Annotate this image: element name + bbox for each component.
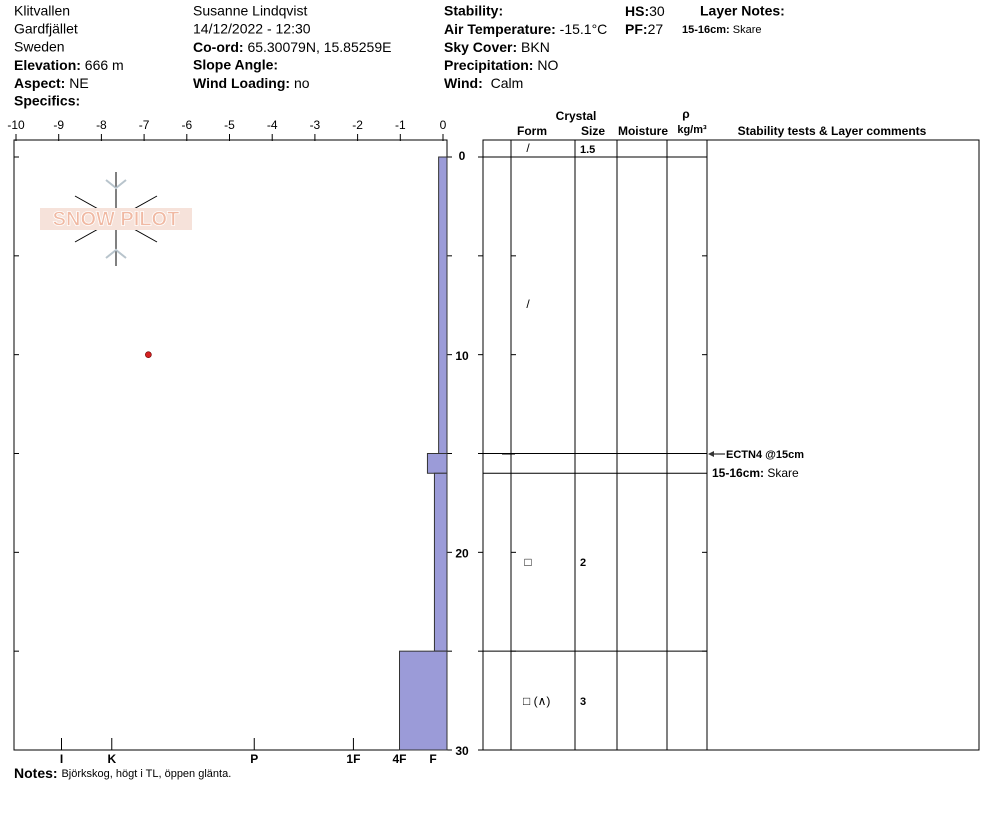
- crystal-form: □: [524, 555, 531, 569]
- datetime: 14/12/2022 - 12:30: [193, 21, 311, 37]
- y-tick-label: 0: [459, 149, 466, 163]
- y-tick-label: 20: [455, 547, 469, 561]
- hardness-bar: [399, 650, 448, 751]
- x-tick-label: -7: [139, 118, 150, 132]
- notes: Notes: Björkskog, högt i TL, öppen glänt…: [14, 765, 231, 781]
- crystal-form: /: [526, 141, 530, 155]
- hardness-label: K: [107, 752, 116, 766]
- elevation: Elevation: 666 m: [14, 57, 124, 73]
- x-tick-label: -10: [7, 118, 25, 132]
- aspect: Aspect: NE: [14, 75, 89, 91]
- area: Gardfjället: [14, 21, 78, 37]
- layer-notes: Layer Notes:: [700, 3, 785, 19]
- hardness-label: I: [60, 752, 63, 766]
- coord: Co-ord: 65.30079N, 15.85259E: [193, 39, 391, 55]
- hardness-bar: [433, 472, 448, 652]
- x-tick-label: -6: [181, 118, 192, 132]
- test-arrowhead: [708, 451, 714, 457]
- header-crystal: Crystal: [556, 109, 597, 123]
- crystal-form: □ (∧): [523, 694, 550, 708]
- x-tick-label: -8: [96, 118, 107, 132]
- stability-test: ECTN4 @15cm: [726, 449, 804, 461]
- hardness-label: F: [429, 752, 436, 766]
- y-tick-label: 10: [455, 349, 469, 363]
- observer: Susanne Lindqvist: [193, 3, 308, 19]
- header-form: Form: [517, 124, 547, 138]
- x-tick-label: -5: [224, 118, 235, 132]
- stability: Stability:: [444, 3, 503, 19]
- header-moisture: Moisture: [618, 124, 668, 138]
- pf: PF:27: [625, 21, 663, 37]
- crystal-form: /: [526, 297, 530, 311]
- country: Sweden: [14, 39, 65, 55]
- x-tick-label: -9: [53, 118, 64, 132]
- precip: Precipitation: NO: [444, 57, 558, 73]
- x-tick-label: -2: [352, 118, 363, 132]
- slope: Slope Angle:: [193, 57, 278, 73]
- profile-frame: [13, 139, 448, 751]
- header-density: kg/m³: [677, 124, 707, 136]
- logo-band: [40, 208, 192, 230]
- x-tick-label: -4: [267, 118, 278, 132]
- layer-note: 15-16cm: Skare: [682, 24, 762, 36]
- x-tick-label: 0: [440, 118, 447, 132]
- hardness-bar: [426, 453, 448, 474]
- crystal-size: 2: [580, 557, 586, 569]
- header-size: Size: [581, 124, 605, 138]
- table-frame: [482, 139, 980, 751]
- hardness-bar: [438, 156, 448, 454]
- header-comments: Stability tests & Layer comments: [738, 124, 927, 138]
- x-tick-label: -3: [310, 118, 321, 132]
- hardness-label: 4F: [393, 752, 407, 766]
- sky: Sky Cover: BKN: [444, 39, 550, 55]
- wind: Wind: Calm: [444, 75, 523, 91]
- logo-text: SNOW PILOT: [53, 208, 180, 230]
- crystal-size: 1.5: [580, 144, 595, 156]
- y-tick-label: 30: [455, 744, 469, 758]
- hardness-label: 1F: [346, 752, 360, 766]
- air-temp: Air Temperature: -15.1°C: [444, 21, 607, 37]
- header-rho: ρ: [682, 107, 689, 121]
- specifics: Specifics:: [14, 93, 80, 109]
- layer-comment: 15-16cm: Skare: [712, 466, 799, 480]
- crystal-size: 3: [580, 696, 586, 708]
- hardness-label: P: [250, 752, 258, 766]
- hs: HS:30: [625, 3, 665, 19]
- wind-loading: Wind Loading: no: [193, 75, 310, 91]
- site: Klitvallen: [14, 3, 70, 19]
- x-tick-label: -1: [395, 118, 406, 132]
- temperature-point: [145, 351, 152, 358]
